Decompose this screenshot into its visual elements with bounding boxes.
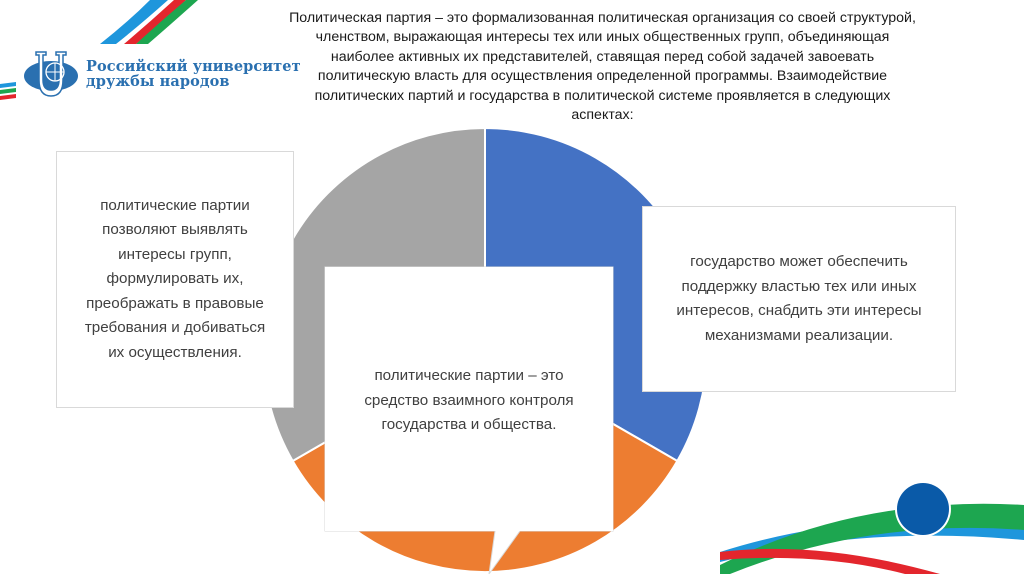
aspect-card-middle: политические партии – это средство взаим… <box>325 267 613 531</box>
card-text-line: политические партии <box>100 196 250 214</box>
card-text-line: интересов, снабдить эти интересы <box>676 302 922 319</box>
title-line: аспектах: <box>571 107 634 124</box>
aspect-card-left: политические партии позволяют выявлять и… <box>56 151 294 408</box>
aspect-card-right: государство может обеспечить поддержку в… <box>642 206 956 392</box>
university-name: Российский университет дружбы народов <box>86 59 301 89</box>
card-text-line: средство взаимного контроля <box>364 391 574 409</box>
card-text-line: позволяют выявлять <box>102 221 248 239</box>
card-text-line: интересы групп, <box>118 245 232 263</box>
card-text-line: механизмами реализации. <box>704 326 894 344</box>
card-text-line: требования и добиваться <box>84 319 266 337</box>
card-text-line: преображать в правовые <box>86 294 264 312</box>
title-line: Политическая партия – это формализованна… <box>289 10 916 26</box>
title-line: политических партий и государства в поли… <box>314 87 891 104</box>
university-name-line1: Российский университет <box>86 58 301 75</box>
card-text-line: государство может обеспечить <box>690 253 908 270</box>
university-name-line2: дружбы народов <box>86 73 230 90</box>
title-line: членством, выражающая интересы тех или и… <box>315 29 890 46</box>
card-text-line: их осуществления. <box>108 343 242 361</box>
card-text-line: политические партии – это <box>374 367 564 384</box>
card-text-line: формулировать их, <box>106 270 244 288</box>
title-line: политическую власть для осуществления оп… <box>317 68 888 85</box>
rudn-emblem-icon <box>24 51 78 97</box>
title-line: наиболее активных их представителей, ста… <box>330 48 875 65</box>
university-logo: Российский университет дружбы народов <box>22 46 301 102</box>
card-text-line: поддержку властью тех или иных <box>681 277 917 295</box>
card-text-line: государства и общества. <box>381 416 557 433</box>
slide-title: Политическая партия – это формализованна… <box>250 9 955 125</box>
